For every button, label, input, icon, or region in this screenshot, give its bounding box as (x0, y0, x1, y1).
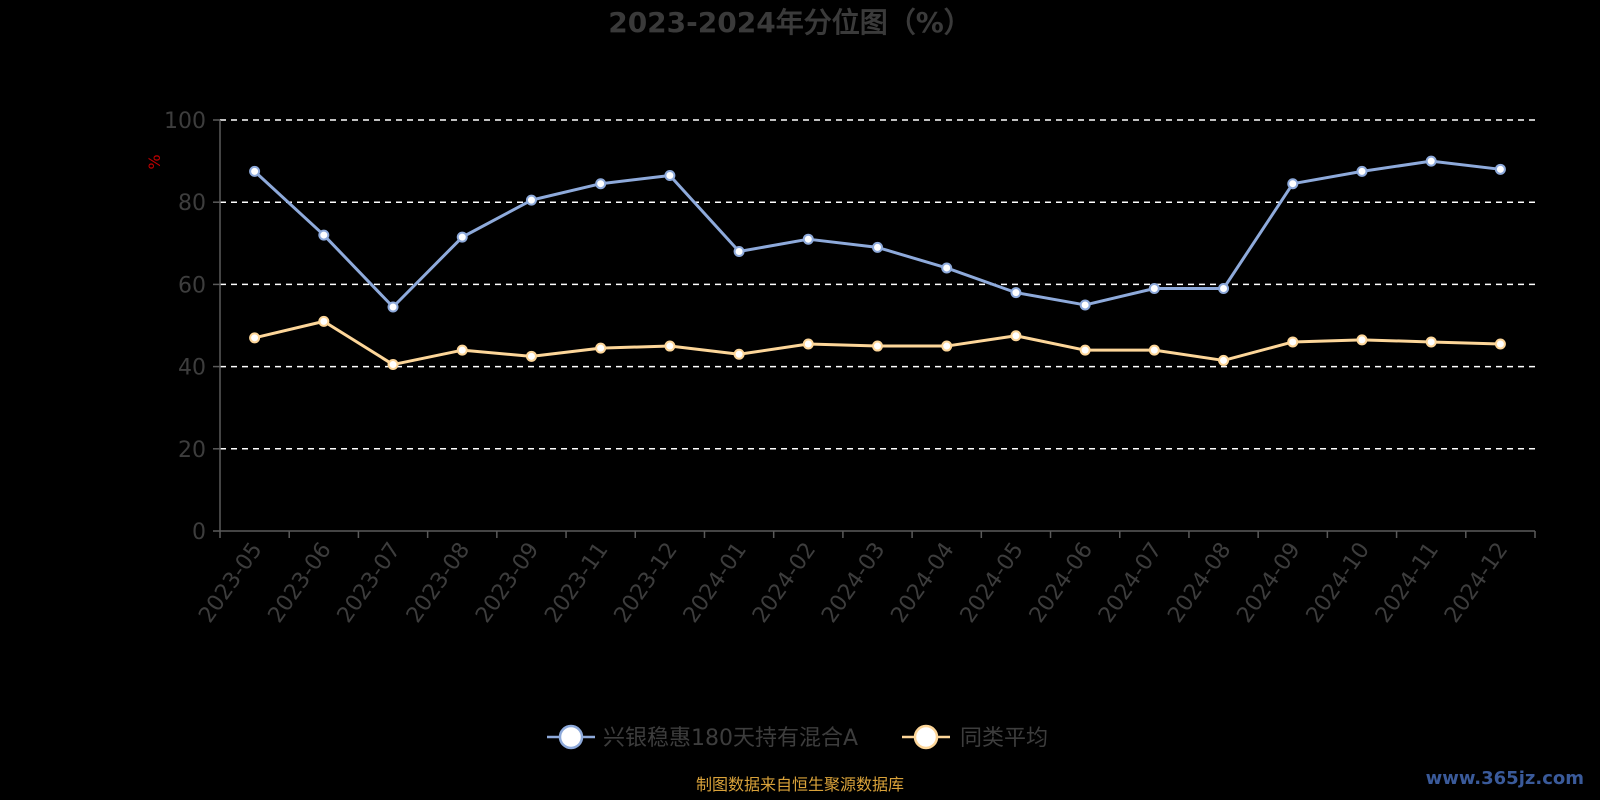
data-point[interactable] (1218, 354, 1230, 366)
y-axis-label: % (145, 154, 164, 169)
data-point[interactable] (941, 340, 953, 352)
data-point[interactable] (802, 338, 814, 350)
legend-label: 兴银稳惠180天持有混合A (603, 726, 858, 751)
data-point[interactable] (318, 315, 330, 327)
x-tick-label: 2024-06 (1025, 538, 1098, 628)
chart-title: 2023-2024年分位图（%） (608, 6, 972, 39)
x-tick-label: 2024-01 (679, 538, 752, 628)
x-tick-label: 2024-03 (817, 538, 890, 628)
x-tick-label: 2023-12 (610, 538, 683, 628)
x-tick-label: 2024-10 (1302, 538, 1375, 628)
data-point[interactable] (1079, 344, 1091, 356)
watermark: www.365jz.com (1426, 768, 1584, 789)
data-point[interactable] (1010, 287, 1022, 299)
y-tick-label: 0 (192, 520, 206, 545)
data-point[interactable] (456, 344, 468, 356)
data-point[interactable] (387, 359, 399, 371)
x-tick-label: 2023-08 (402, 538, 475, 628)
y-tick-label: 60 (178, 273, 206, 298)
series-lines (249, 155, 1506, 371)
legend-label: 同类平均 (960, 726, 1048, 751)
data-point[interactable] (802, 233, 814, 245)
y-tick-label: 80 (178, 191, 206, 216)
x-tick-label: 2024-12 (1440, 538, 1513, 628)
data-source-note: 制图数据来自恒生聚源数据库 (696, 775, 904, 794)
data-point[interactable] (1287, 178, 1299, 190)
data-point[interactable] (387, 301, 399, 313)
x-tick-label: 2024-05 (956, 538, 1029, 628)
x-tick-label: 2024-02 (748, 538, 821, 628)
data-point[interactable] (664, 169, 676, 181)
data-point[interactable] (318, 229, 330, 241)
data-point[interactable] (1287, 336, 1299, 348)
legend-marker-icon (913, 724, 939, 750)
x-tick-label: 2024-08 (1163, 538, 1236, 628)
y-tick-labels: 0 20 40 60 80 100 (164, 109, 206, 545)
x-tick-label: 2024-09 (1232, 538, 1305, 628)
data-point[interactable] (664, 340, 676, 352)
data-point[interactable] (525, 194, 537, 206)
data-point[interactable] (595, 178, 607, 190)
legend[interactable]: 兴银稳惠180天持有混合A 同类平均 (547, 724, 1048, 751)
data-point[interactable] (525, 350, 537, 362)
data-point[interactable] (249, 332, 261, 344)
data-point[interactable] (1494, 163, 1506, 175)
data-point[interactable] (1010, 330, 1022, 342)
data-point[interactable] (1148, 344, 1160, 356)
data-point[interactable] (1494, 338, 1506, 350)
data-point[interactable] (733, 246, 745, 258)
data-point[interactable] (733, 348, 745, 360)
y-tick-label: 20 (178, 438, 206, 463)
data-point[interactable] (872, 340, 883, 352)
x-tick-label: 2023-06 (264, 538, 337, 628)
data-point[interactable] (1148, 283, 1160, 295)
y-tick-label: 40 (178, 356, 206, 381)
x-tick-label: 2024-11 (1371, 538, 1444, 628)
data-point[interactable] (1218, 283, 1230, 295)
legend-marker-icon (558, 724, 584, 750)
y-tick-label: 100 (164, 109, 206, 134)
data-point[interactable] (1079, 299, 1091, 311)
data-point[interactable] (595, 342, 607, 354)
x-tick-label: 2023-09 (471, 538, 544, 628)
data-point[interactable] (249, 165, 261, 177)
data-point[interactable] (941, 262, 953, 274)
x-tick-label: 2023-05 (194, 538, 267, 628)
legend-item-0[interactable]: 兴银稳惠180天持有混合A (547, 724, 858, 751)
x-tick-label: 2024-04 (886, 538, 959, 628)
data-point[interactable] (1425, 336, 1437, 348)
x-tick-label: 2023-07 (333, 538, 406, 628)
x-tick-label: 2023-11 (540, 538, 613, 628)
legend-item-1[interactable]: 同类平均 (902, 724, 1048, 751)
data-point[interactable] (1356, 334, 1368, 346)
data-point[interactable] (456, 231, 468, 243)
data-point[interactable] (872, 241, 883, 253)
data-point[interactable] (1425, 155, 1437, 167)
data-point[interactable] (1356, 165, 1368, 177)
x-tick-labels: 2023-052023-062023-072023-082023-092023-… (194, 538, 1513, 628)
x-tick-label: 2024-07 (1094, 538, 1167, 628)
axes (213, 119, 1536, 538)
